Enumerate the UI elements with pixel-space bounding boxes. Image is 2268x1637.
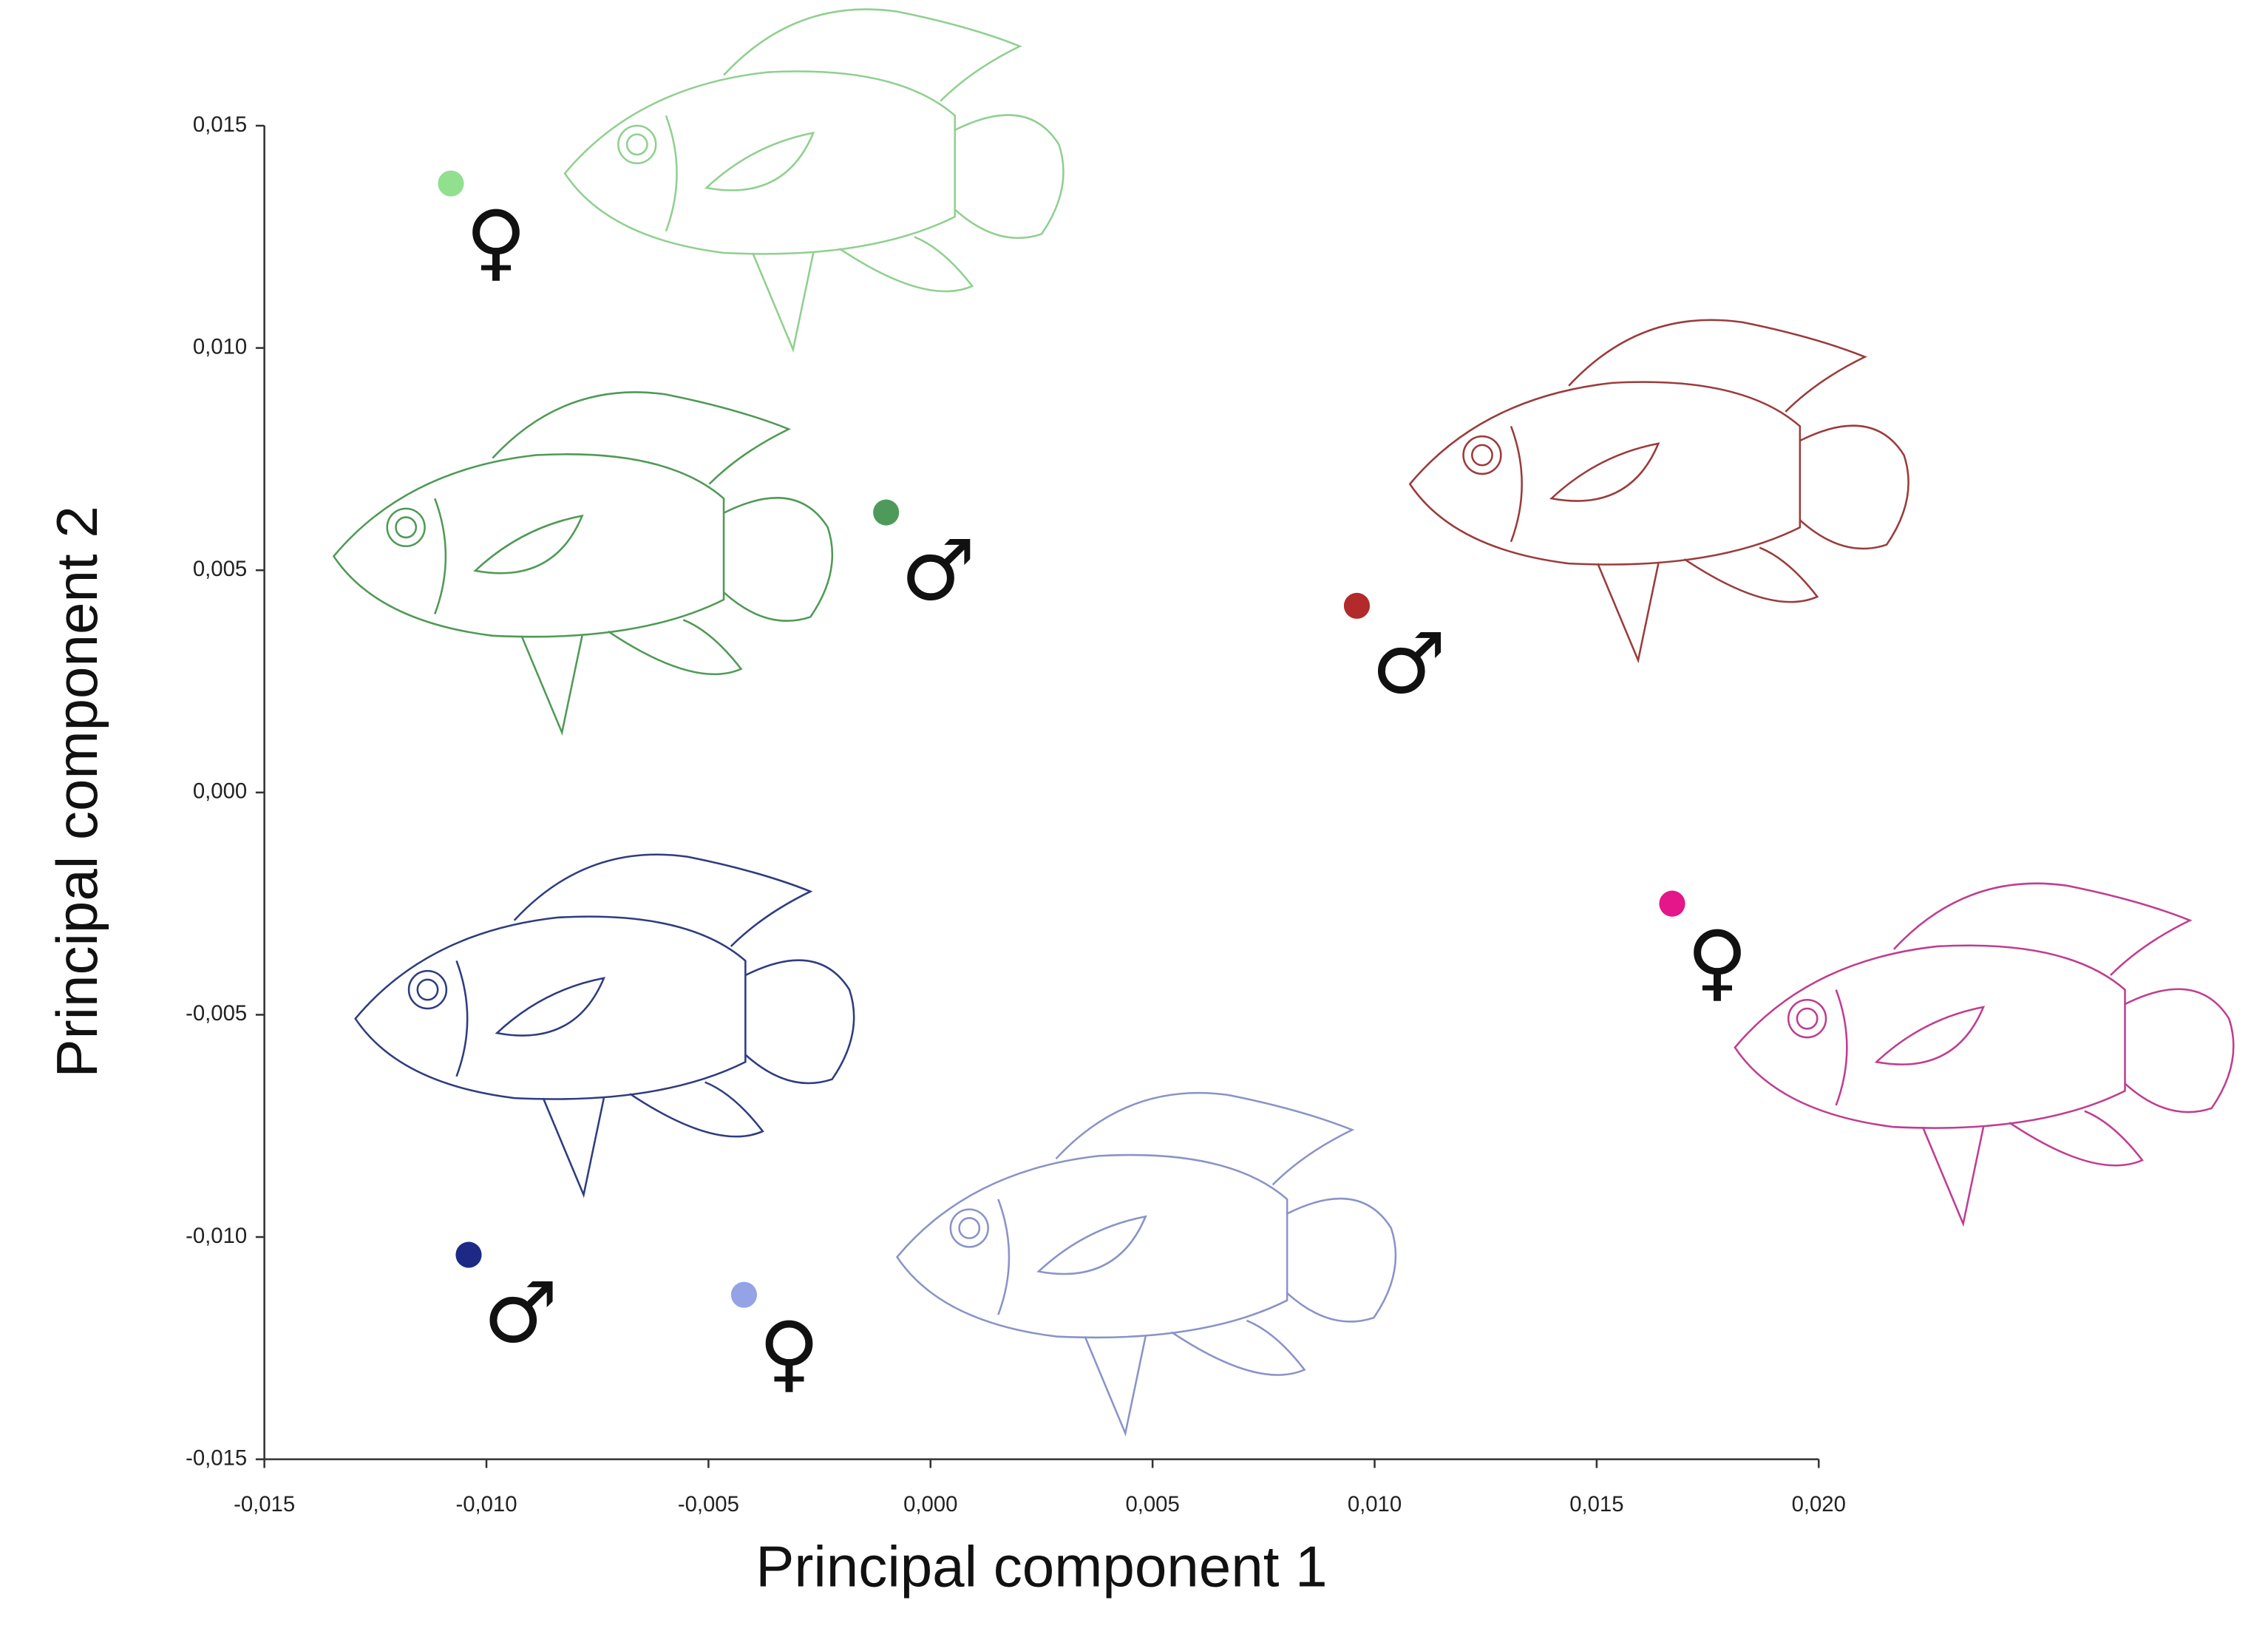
point [873,499,900,526]
sex-label: ♂ [1371,615,1447,713]
y-tick-label: -0,010 [186,1224,247,1248]
y-tick-label: -0,015 [186,1445,247,1470]
x-tick-label: -0,010 [455,1492,517,1516]
y-axis-title: Principal component 2 [44,506,109,1077]
point [1343,592,1371,619]
y-tick-label: 0,010 [193,334,247,359]
point [1659,890,1685,917]
sex-label: ♀ [1687,912,1748,1010]
fish-illustration [1734,882,2235,1225]
sex-label: ♂ [483,1264,559,1361]
point [730,1281,758,1308]
y-tick-label: 0,005 [193,557,247,581]
sex-label: ♀ [465,192,526,290]
x-tick-label: 0,020 [1792,1492,1846,1516]
y-tick-label: 0,000 [193,779,247,804]
fish-illustration [354,853,855,1196]
fish-illustration [896,1091,1397,1434]
x-tick-label: 0,015 [1569,1492,1623,1516]
x-tick-label: 0,010 [1348,1492,1402,1516]
fish-illustrations [333,8,2235,1434]
y-tick-label: 0,015 [193,112,247,137]
x-tick-label: 0,005 [1125,1492,1179,1516]
fish-illustration [563,8,1065,351]
fish-illustration [333,391,834,734]
x-tick-label: -0,005 [678,1492,739,1516]
fish-illustration [1408,319,1909,662]
point [438,170,464,197]
x-axis-title: Principal component 1 [756,1534,1327,1599]
y-tick-label: -0,005 [186,1001,247,1026]
sex-label: ♀ [758,1304,820,1401]
sex-label: ♂ [900,521,976,619]
x-tick-label: 0,000 [903,1492,957,1516]
x-tick-label: -0,015 [234,1492,295,1516]
point [455,1241,482,1268]
